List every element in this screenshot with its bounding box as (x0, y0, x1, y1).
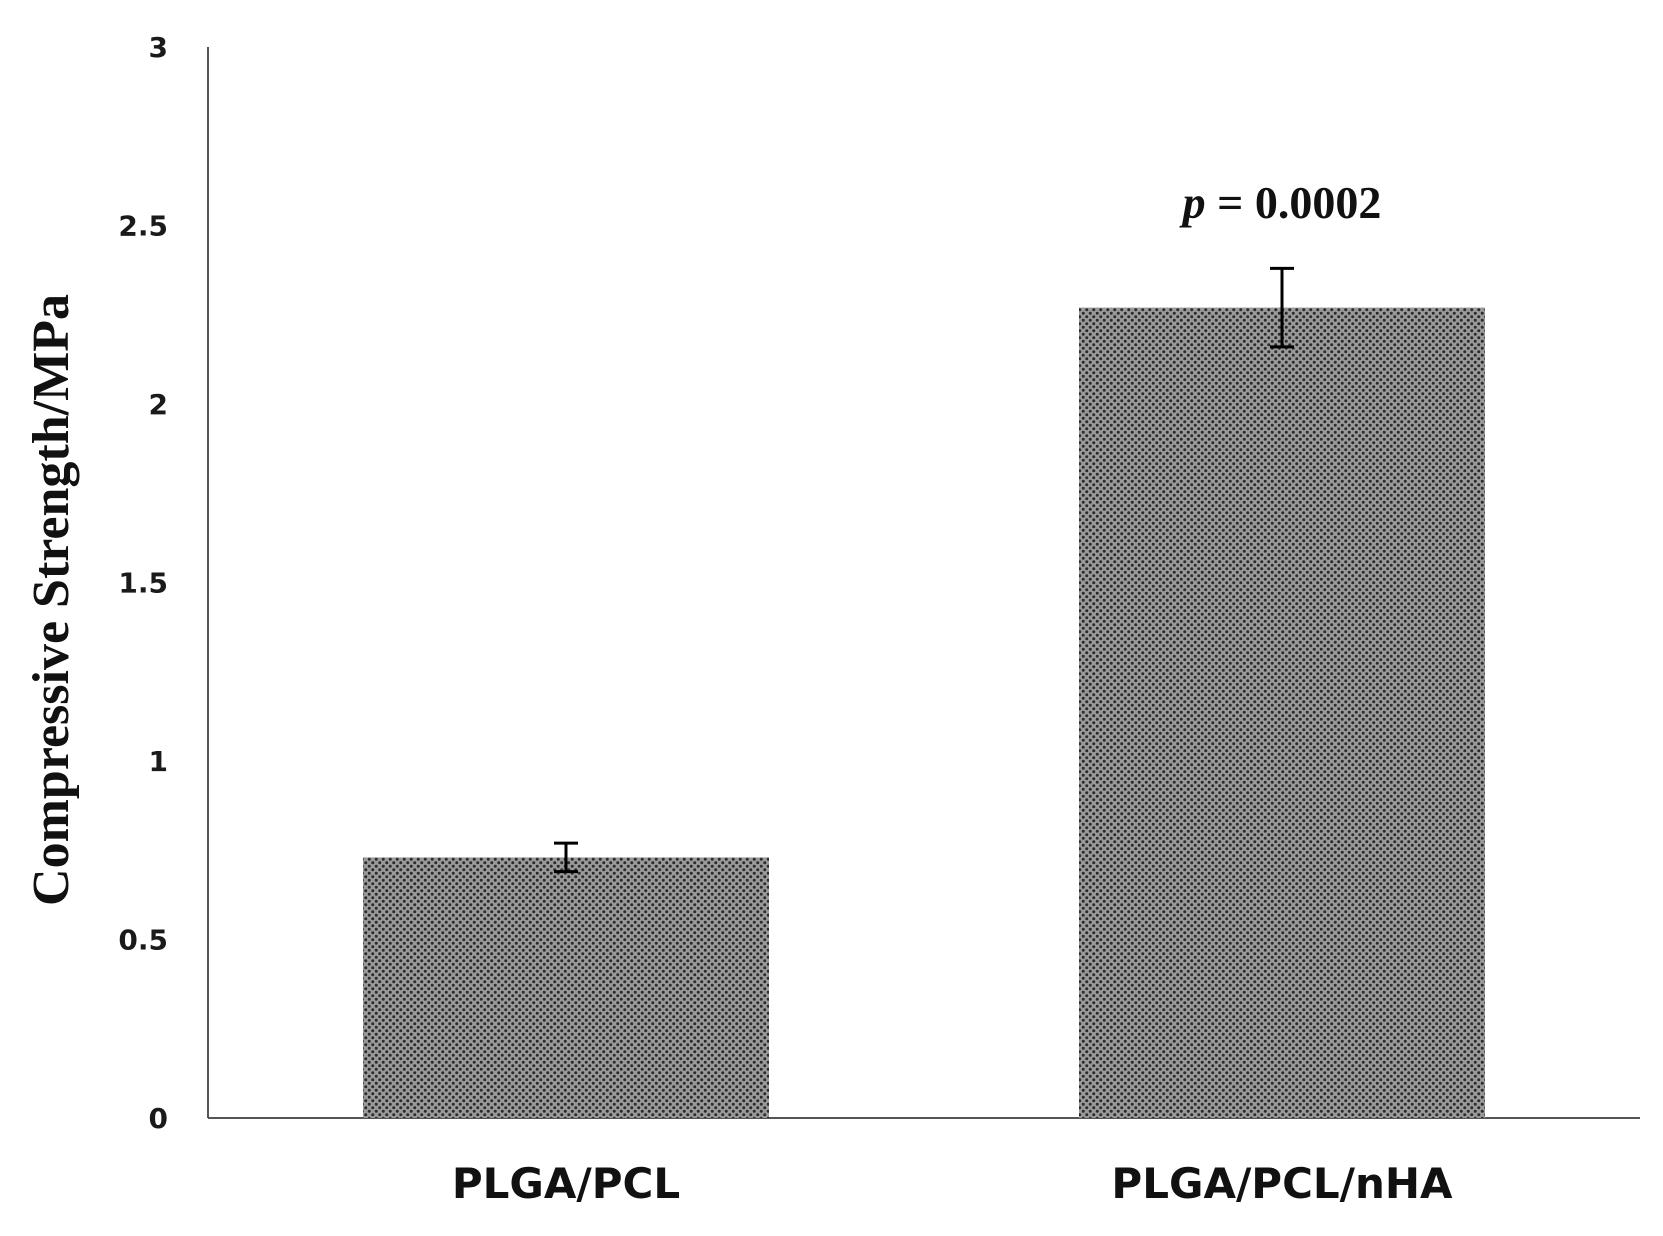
y-tick-label: 2 (149, 388, 168, 421)
x-category-label: PLGA/PCL/nHA (1111, 1159, 1453, 1208)
y-tick-label: 0.5 (118, 924, 168, 957)
p-value-text: = 0.0002 (1206, 177, 1382, 228)
y-tick-label: 0 (149, 1102, 168, 1135)
bar-0 (363, 857, 769, 1118)
error-bars-group (554, 266, 1294, 874)
bar-1 (1079, 307, 1485, 1118)
y-tick-labels: 0 0.5 1 1.5 2 2.5 3 (118, 31, 168, 1135)
y-axis-title: Compressive Strength/MPa (23, 294, 80, 906)
x-category-label: PLGA/PCL (452, 1159, 680, 1208)
bars-group (363, 307, 1485, 1118)
y-tick-label: 2.5 (118, 210, 168, 243)
y-tick-label: 3 (149, 31, 168, 64)
p-value-symbol: p (1179, 177, 1206, 228)
y-tick-label: 1 (149, 745, 168, 778)
p-value-annotation: p = 0.0002 (1179, 177, 1382, 228)
y-tick-label: 1.5 (118, 567, 168, 600)
category-labels: PLGA/PCL PLGA/PCL/nHA (452, 1159, 1453, 1208)
